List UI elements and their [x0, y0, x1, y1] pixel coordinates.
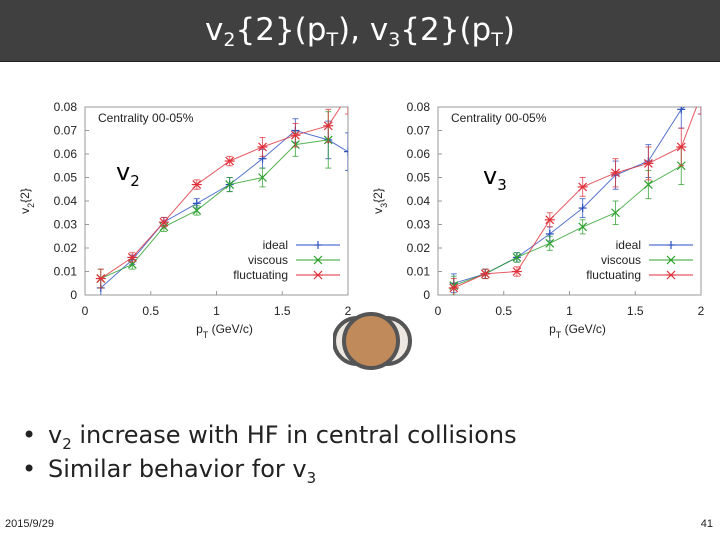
data-point [225, 180, 235, 189]
x-tick-label: 2 [345, 304, 352, 318]
y-tick-label: 0.04 [407, 194, 431, 208]
v3-panel-label: v3 [483, 162, 507, 194]
bullet-dot: • [22, 421, 37, 449]
data-point [697, 91, 705, 99]
data-point [643, 180, 653, 189]
legend-marker-viscous [313, 255, 323, 265]
x-tick-label: 0.5 [142, 304, 159, 318]
series-fluctuating [448, 91, 705, 295]
y-tick-label: 0.06 [407, 147, 431, 161]
legend-label-viscous: viscous [601, 253, 641, 267]
y-tick-label: 0.01 [407, 265, 431, 279]
x-axis-label: pT (GeV/c) [549, 322, 606, 340]
data-point [258, 173, 267, 182]
y-axis-label: v2{2} [18, 188, 36, 214]
x-axis-label: pT (GeV/c) [196, 322, 253, 340]
title-bar: v2{2}(pT), v3{2}(pT) [0, 0, 720, 62]
v3-chart: 0 0.01 0.02 0.03 0.04 0.05 0.06 0.07 0.08 0 0.5 1 1.… [371, 100, 705, 340]
centrality-annotation: Centrality 00-05% [98, 111, 194, 125]
legend-label-fluctuating: fluctuating [233, 268, 288, 282]
plot-area [448, 91, 705, 295]
x-tick-label: 1.5 [274, 304, 291, 318]
v2-panel-label: v2 [116, 158, 140, 190]
legend-label-fluctuating: fluctuating [586, 268, 641, 282]
x-tick-label: 1.5 [627, 304, 644, 318]
bullet-list: • v2 increase with HF in central collisio… [22, 418, 517, 486]
y-tick-label: 0.02 [54, 241, 78, 255]
y-tick-label: 0.07 [54, 124, 78, 138]
y-tick-label: 0.03 [54, 218, 78, 232]
y-tick-label: 0.07 [407, 124, 431, 138]
series-line-viscous [100, 139, 329, 280]
y-tick-label: 0 [423, 288, 430, 302]
legend-label-ideal: ideal [616, 238, 641, 252]
bullet-item: • Similar behavior for v3 [22, 452, 517, 486]
x-tick-label: 0 [435, 304, 442, 318]
data-point [512, 252, 522, 262]
y-tick-label: 0.03 [407, 218, 431, 232]
y-tick-label: 0.05 [407, 171, 431, 185]
y-tick-label: 0.05 [54, 171, 78, 185]
bullet-dot: • [22, 455, 37, 483]
plot-frame [437, 106, 702, 296]
data-point [344, 91, 352, 99]
data-point [192, 205, 202, 215]
data-point [578, 222, 588, 232]
slide-page-number: 41 [700, 518, 713, 530]
y-tick-label: 0.04 [54, 194, 78, 208]
y-axis-label: v3{2} [371, 188, 389, 214]
y-tick-label: 0.06 [54, 147, 78, 161]
plot-area [95, 91, 352, 295]
series-line-ideal [100, 129, 348, 289]
data-point [545, 238, 555, 248]
slide-date: 2015/9/29 [5, 518, 54, 530]
bullet-item: • v2 increase with HF in central collisio… [22, 418, 517, 452]
x-tick-label: 2 [698, 304, 705, 318]
data-point [697, 91, 705, 99]
y-tick-label: 0.08 [54, 100, 78, 114]
series-ideal [96, 118, 348, 295]
x-tick-label: 0 [82, 304, 89, 318]
series-line-viscous [453, 165, 682, 287]
x-tick-label: 0.5 [495, 304, 512, 318]
slide-title: v2{2}(pT), v3{2}(pT) [205, 12, 515, 51]
nucleus-icon [333, 312, 412, 370]
y-tick-label: 0.01 [54, 265, 78, 279]
x-tick-label: 1 [566, 304, 573, 318]
data-point [344, 91, 352, 99]
v2-chart: 0 0.01 0.02 0.03 0.04 0.05 0.06 0.07 0.08 0 0.5 1 1.… [18, 100, 352, 340]
data-point [611, 208, 620, 218]
y-tick-label: 0.02 [407, 241, 431, 255]
series-fluctuating [95, 91, 352, 289]
x-tick-label: 1 [213, 304, 220, 318]
centrality-annotation: Centrality 00-05% [451, 111, 547, 125]
y-tick-label: 0 [70, 288, 77, 302]
legend-label-ideal: ideal [263, 238, 288, 252]
y-tick-label: 0.08 [407, 100, 431, 114]
legend-marker-viscous [666, 255, 676, 265]
legend-label-viscous: viscous [248, 253, 288, 267]
